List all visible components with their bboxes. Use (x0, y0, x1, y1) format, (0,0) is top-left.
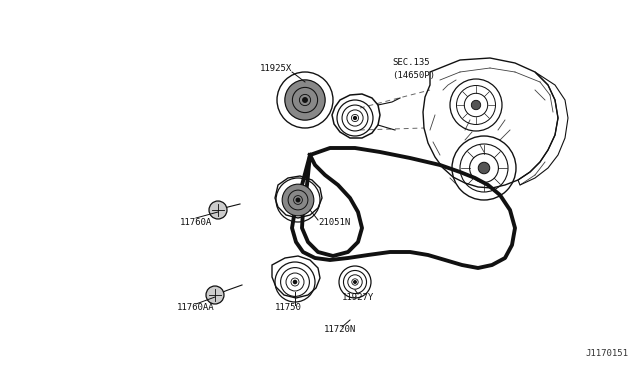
Text: 11750: 11750 (275, 304, 301, 312)
Circle shape (478, 162, 490, 174)
Circle shape (285, 80, 325, 120)
Text: 11925X: 11925X (260, 64, 292, 73)
Circle shape (209, 201, 227, 219)
Text: 11760AA: 11760AA (177, 304, 215, 312)
Circle shape (296, 198, 300, 202)
Text: 11760A: 11760A (180, 218, 212, 227)
Text: (14650P): (14650P) (392, 71, 435, 80)
Circle shape (293, 280, 296, 283)
Text: 11927Y: 11927Y (342, 294, 374, 302)
Circle shape (471, 100, 481, 110)
Circle shape (354, 281, 356, 283)
Circle shape (206, 286, 224, 304)
Text: 11720N: 11720N (324, 326, 356, 334)
Circle shape (353, 116, 356, 119)
Text: SEC.135: SEC.135 (392, 58, 429, 67)
Text: 21051N: 21051N (318, 218, 350, 227)
Circle shape (282, 184, 314, 216)
Circle shape (303, 98, 307, 102)
Text: J1170151: J1170151 (585, 349, 628, 358)
